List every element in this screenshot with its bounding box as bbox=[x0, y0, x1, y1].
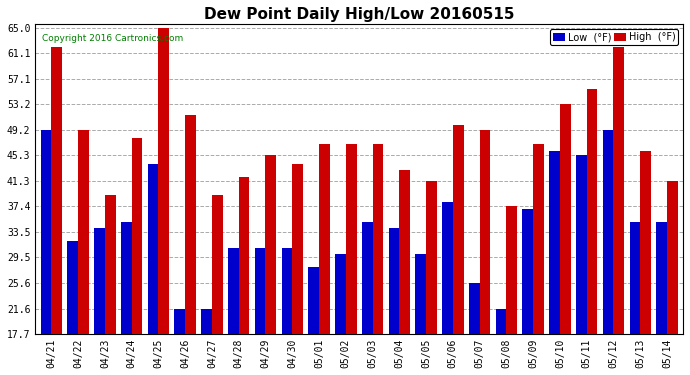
Bar bbox=[319, 144, 330, 334]
Bar bbox=[373, 144, 383, 334]
Bar bbox=[586, 89, 598, 334]
Bar bbox=[469, 283, 480, 334]
Bar bbox=[175, 309, 185, 334]
Bar bbox=[308, 267, 319, 334]
Bar bbox=[533, 144, 544, 334]
Bar bbox=[159, 28, 169, 334]
Bar bbox=[51, 47, 62, 334]
Bar bbox=[148, 164, 159, 334]
Bar bbox=[346, 144, 357, 334]
Bar bbox=[78, 130, 89, 334]
Bar bbox=[266, 155, 276, 334]
Bar bbox=[41, 130, 51, 334]
Bar bbox=[656, 222, 667, 334]
Bar bbox=[228, 248, 239, 334]
Bar bbox=[105, 195, 116, 334]
Bar bbox=[613, 47, 624, 334]
Bar bbox=[426, 181, 437, 334]
Bar bbox=[480, 130, 491, 334]
Bar bbox=[522, 209, 533, 334]
Bar bbox=[640, 151, 651, 334]
Bar bbox=[68, 241, 78, 334]
Bar bbox=[603, 130, 613, 334]
Bar bbox=[95, 228, 105, 334]
Bar bbox=[239, 177, 250, 334]
Text: Copyright 2016 Cartronics.com: Copyright 2016 Cartronics.com bbox=[42, 34, 183, 43]
Title: Dew Point Daily High/Low 20160515: Dew Point Daily High/Low 20160515 bbox=[204, 7, 515, 22]
Bar bbox=[255, 248, 266, 334]
Bar bbox=[201, 309, 212, 334]
Bar bbox=[549, 151, 560, 334]
Bar bbox=[282, 248, 293, 334]
Bar bbox=[388, 228, 400, 334]
Bar bbox=[453, 125, 464, 334]
Bar bbox=[212, 195, 223, 334]
Bar bbox=[121, 222, 132, 334]
Legend: Low  (°F), High  (°F): Low (°F), High (°F) bbox=[550, 29, 678, 45]
Bar bbox=[629, 222, 640, 334]
Bar bbox=[335, 254, 346, 334]
Bar bbox=[576, 155, 586, 334]
Bar bbox=[667, 181, 678, 334]
Bar bbox=[185, 115, 196, 334]
Bar bbox=[132, 138, 142, 334]
Bar bbox=[415, 254, 426, 334]
Bar bbox=[495, 309, 506, 334]
Bar bbox=[293, 164, 303, 334]
Bar bbox=[506, 206, 517, 334]
Bar bbox=[442, 202, 453, 334]
Bar bbox=[362, 222, 373, 334]
Bar bbox=[560, 104, 571, 334]
Bar bbox=[400, 170, 410, 334]
